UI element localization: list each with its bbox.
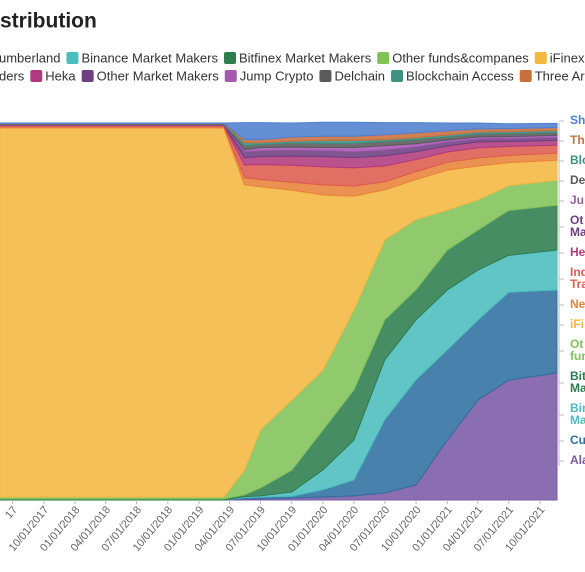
legend-swatch xyxy=(391,70,404,82)
end-label: Cu xyxy=(570,433,585,447)
legend-swatch xyxy=(534,52,547,64)
end-label: Ne xyxy=(570,297,585,311)
legend-swatch xyxy=(81,70,94,82)
legend-label: Other Market Makers xyxy=(97,68,220,83)
end-label: Sh xyxy=(570,113,585,127)
end-label: Bit xyxy=(570,369,585,383)
end-label: Ot xyxy=(570,213,583,227)
legend-label: Three Arrows xyxy=(535,68,585,83)
end-label: He xyxy=(570,245,585,259)
legend-label: Blockchain Access xyxy=(406,68,514,83)
end-label: Bin xyxy=(570,401,585,415)
area xyxy=(0,121,558,141)
end-label: Ju xyxy=(570,193,584,207)
legend-swatch xyxy=(319,70,332,82)
legend-label: Delchain xyxy=(334,68,385,83)
legend-label: Bitfinex Market Makers xyxy=(239,50,372,65)
end-label: Tra xyxy=(570,277,585,291)
legend-swatch xyxy=(224,70,237,82)
legend-label: Other funds&companes xyxy=(392,50,529,65)
end-label: Ma xyxy=(570,225,585,239)
legend-label: Binance Market Makers xyxy=(81,50,218,65)
legend-swatch xyxy=(66,52,79,64)
end-label: Ala xyxy=(570,453,585,467)
legend-label: Heka xyxy=(45,68,76,83)
legend-swatch xyxy=(377,52,390,64)
legend-swatch xyxy=(224,52,236,64)
end-label: Ma xyxy=(570,381,585,395)
x-tick-label: 17 xyxy=(3,504,20,521)
end-label: fun xyxy=(570,349,585,363)
end-label: Ind xyxy=(570,265,585,279)
end-label: iFi xyxy=(570,317,584,331)
legend-label: iFinex xyxy=(550,50,585,65)
end-label: Ma xyxy=(570,413,585,427)
legend-label: ders xyxy=(0,68,25,83)
end-label: De xyxy=(570,173,585,187)
legend-label: Jump Crypto xyxy=(240,68,314,83)
chart-title: stribution xyxy=(0,10,97,33)
end-label: Th xyxy=(570,133,585,147)
legend-swatch xyxy=(519,70,532,82)
end-label: Blo xyxy=(570,153,585,167)
legend-swatch xyxy=(30,70,43,82)
end-label: Ot xyxy=(570,337,583,351)
legend-label: umberland xyxy=(0,50,60,65)
